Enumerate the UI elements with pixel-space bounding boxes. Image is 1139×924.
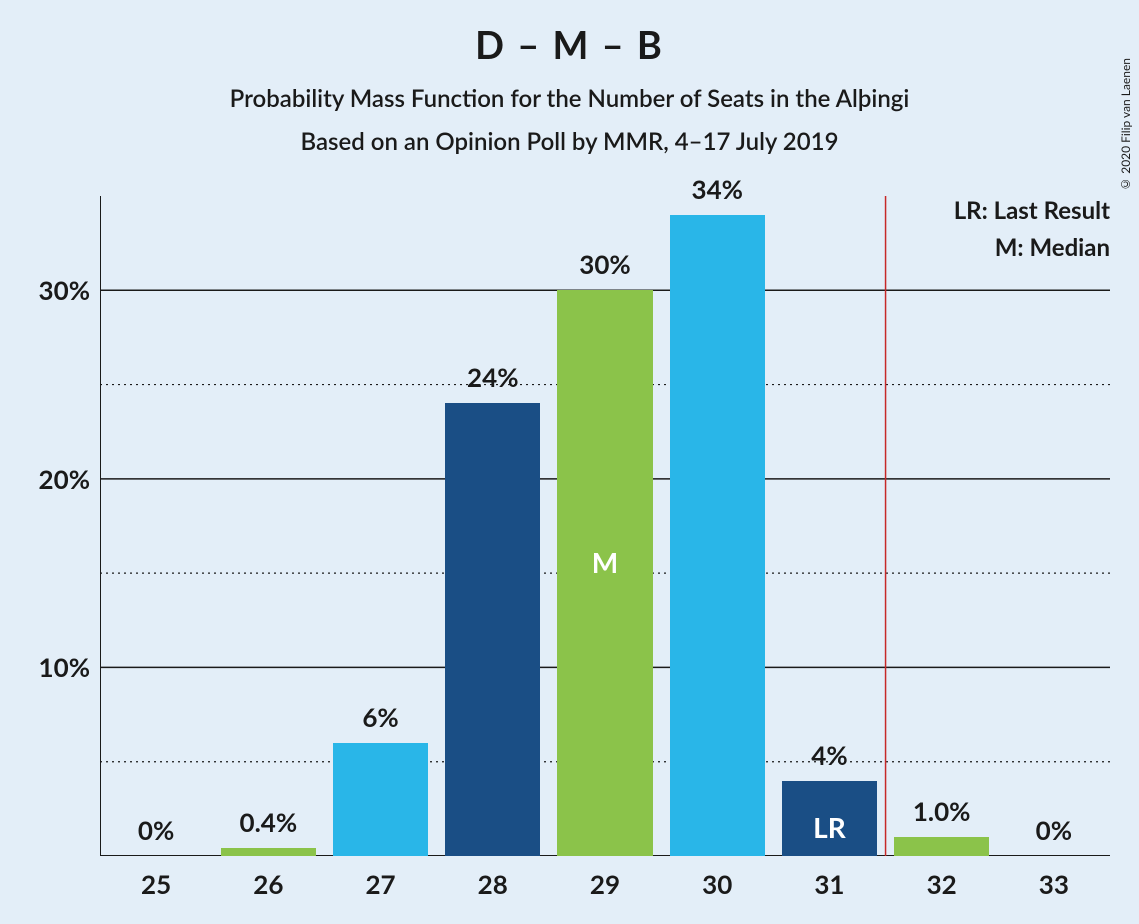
bar-value-label: 34% (657, 173, 777, 205)
bar-value-label: 0.4% (208, 806, 328, 838)
bar-value-label: 0% (994, 814, 1114, 846)
y-tick-label: 30% (10, 274, 90, 306)
bar (670, 215, 765, 856)
legend: LR: Last Result M: Median (954, 196, 1110, 270)
bar-value-label: 0% (96, 814, 216, 846)
chart-title: D – M – B (0, 0, 1139, 68)
chart-subtitle-1: Probability Mass Function for the Number… (0, 84, 1139, 113)
bar-value-label: 4% (769, 739, 889, 771)
bar-value-label: 30% (545, 248, 665, 280)
x-tick-label: 28 (437, 868, 549, 900)
median-marker: M (557, 545, 652, 579)
x-tick-label: 32 (886, 868, 998, 900)
bar: LR (782, 781, 877, 856)
x-tick-label: 25 (100, 868, 212, 900)
bar (894, 837, 989, 856)
copyright-text: © 2020 Filip van Laenen (1118, 58, 1133, 192)
y-tick-label: 20% (10, 463, 90, 495)
bar: M (557, 290, 652, 856)
chart-subtitle-2: Based on an Opinion Poll by MMR, 4–17 Ju… (0, 127, 1139, 156)
x-tick-label: 27 (325, 868, 437, 900)
x-tick-label: 29 (549, 868, 661, 900)
chart-area: MLR 10%20%30% 252627282930313233 0%0.4%6… (100, 196, 1110, 856)
bar-value-label: 24% (433, 361, 553, 393)
y-tick-label: 10% (10, 651, 90, 683)
legend-m: M: Median (954, 233, 1110, 262)
last-result-marker: LR (782, 810, 877, 844)
legend-lr: LR: Last Result (954, 196, 1110, 225)
bar-value-label: 6% (321, 701, 441, 733)
bar (445, 403, 540, 856)
x-tick-label: 31 (773, 868, 885, 900)
bar (221, 848, 316, 856)
bar (333, 743, 428, 856)
x-tick-label: 33 (998, 868, 1110, 900)
bar-value-label: 1.0% (882, 795, 1002, 827)
x-tick-label: 26 (212, 868, 324, 900)
x-tick-label: 30 (661, 868, 773, 900)
